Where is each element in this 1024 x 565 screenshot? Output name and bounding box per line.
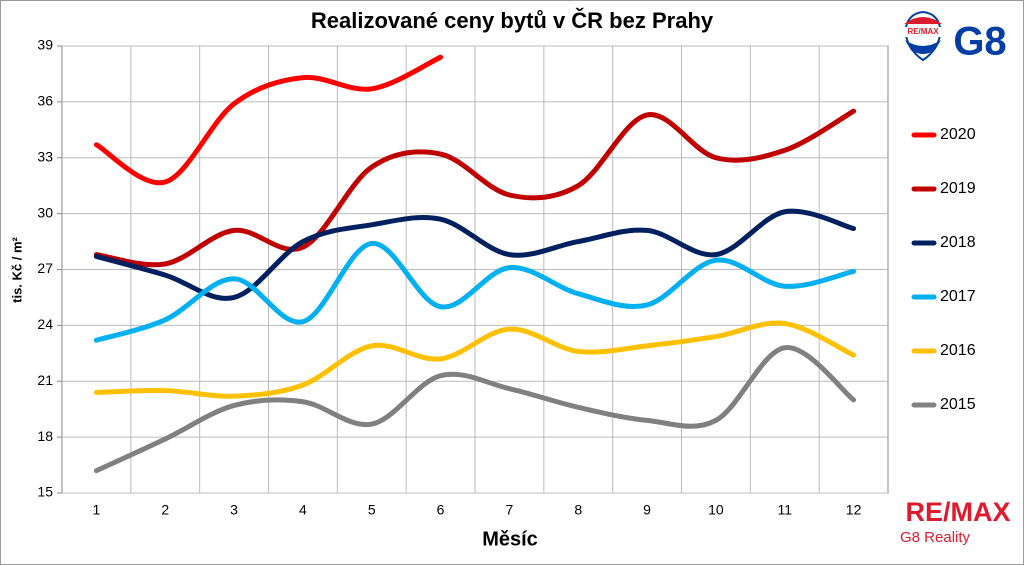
chart-title: Realizované ceny bytů v ČR bez Prahy <box>311 8 714 33</box>
y-tick-label: 30 <box>37 204 53 220</box>
legend-label: 2018 <box>940 234 976 251</box>
logo-brand: RE/MAX <box>907 27 939 36</box>
x-tick-label: 11 <box>777 502 792 518</box>
x-tick-label: 8 <box>574 502 582 518</box>
balloon-stripe <box>904 17 942 24</box>
y-tick-label: 24 <box>37 316 53 332</box>
series-line <box>93 208 857 301</box>
x-tick-label: 5 <box>368 502 376 518</box>
y-axis-label: tis. Kč / m² <box>9 236 24 302</box>
x-tick-label: 3 <box>230 502 238 518</box>
series-line <box>93 320 857 399</box>
x-tick-label: 6 <box>437 502 445 518</box>
x-tick-label: 1 <box>93 502 101 518</box>
x-axis-label: Měsíc <box>482 528 538 550</box>
x-tick-label: 4 <box>299 502 307 518</box>
legend-label: 2016 <box>940 342 976 359</box>
legend-label: 2020 <box>940 126 976 143</box>
legend-label: 2015 <box>940 396 976 413</box>
series-line <box>93 240 857 343</box>
x-tick-label: 2 <box>161 502 169 518</box>
series-line <box>93 54 444 186</box>
y-tick-label: 18 <box>37 428 53 444</box>
logo-name: G8 <box>953 20 1006 64</box>
legend-label: 2017 <box>940 288 976 305</box>
x-tick-label: 10 <box>708 502 724 518</box>
y-tick-label: 39 <box>37 37 53 53</box>
y-tick-label: 15 <box>37 484 53 500</box>
x-tick-label: 7 <box>506 502 514 518</box>
series-line <box>93 345 857 474</box>
x-tick-label: 9 <box>643 502 651 518</box>
x-tick-label: 12 <box>846 502 862 518</box>
y-tick-label: 21 <box>37 372 53 388</box>
legend-label: 2019 <box>940 180 976 197</box>
y-tick-label: 27 <box>37 260 53 276</box>
y-tick-label: 33 <box>37 148 53 164</box>
series-line <box>93 108 857 268</box>
logo-top: RE/MAX G8 <box>903 10 1007 64</box>
balloon-stripe <box>905 40 941 54</box>
logo-brand: RE/MAX <box>905 497 1010 527</box>
logo-name: G8 Reality <box>900 529 971 546</box>
y-tick-label: 36 <box>37 93 53 109</box>
balloon-band <box>903 27 943 37</box>
